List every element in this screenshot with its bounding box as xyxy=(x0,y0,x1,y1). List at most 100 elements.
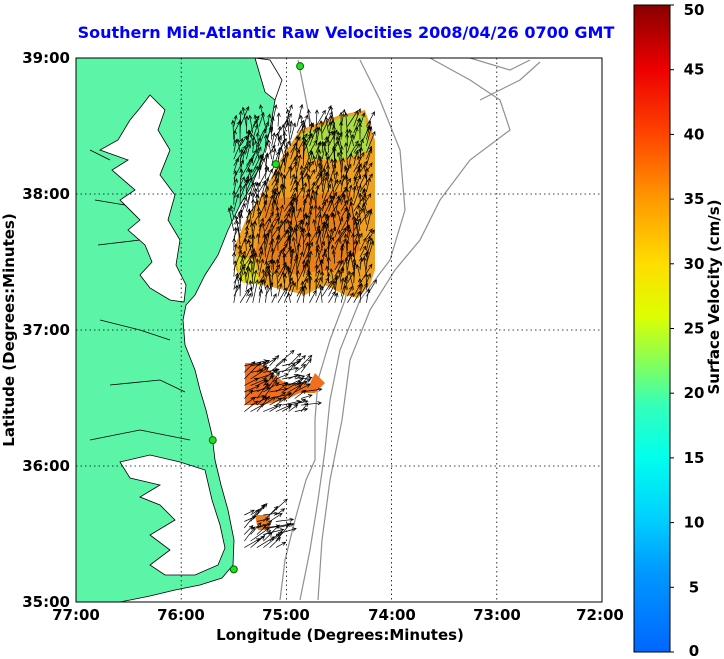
velocity-vector xyxy=(296,103,304,127)
velocity-vector xyxy=(250,535,266,548)
velocity-vector xyxy=(244,178,249,199)
velocity-vector xyxy=(246,129,251,147)
velocity-vector xyxy=(287,292,292,303)
velocity-vector xyxy=(339,111,344,134)
radar-sites xyxy=(208,62,305,574)
velocity-vector xyxy=(286,229,291,251)
velocity-vector xyxy=(305,172,310,186)
velocity-vector xyxy=(286,108,291,127)
velocity-vector xyxy=(353,176,361,199)
radar-site-marker xyxy=(229,565,238,574)
velocity-vector xyxy=(312,155,317,166)
velocity-vector xyxy=(258,258,265,277)
velocity-vector xyxy=(299,225,304,238)
velocity-vector xyxy=(286,235,291,258)
velocity-vector xyxy=(253,114,260,134)
velocity-vector xyxy=(316,247,323,271)
velocity-vector xyxy=(282,360,301,367)
velocity-vector xyxy=(233,114,238,127)
velocity-vector xyxy=(233,243,238,258)
velocity-vector xyxy=(241,106,247,127)
velocity-vector xyxy=(281,124,286,140)
velocity-vector xyxy=(288,269,293,284)
velocity-vector xyxy=(256,536,276,548)
velocity-vector xyxy=(269,498,288,516)
velocity-vector xyxy=(302,212,308,225)
velocity-vector xyxy=(347,140,359,160)
velocity-vector xyxy=(246,267,252,290)
velocity-vector xyxy=(290,281,297,297)
velocity-vector xyxy=(286,265,291,290)
velocity-vector xyxy=(340,157,345,179)
velocity-vector xyxy=(279,183,285,199)
velocity-vector xyxy=(293,156,298,179)
velocity-vector xyxy=(303,138,310,160)
velocity-vector xyxy=(353,108,361,127)
velocity-vector xyxy=(359,245,367,258)
velocity-vector xyxy=(256,503,268,516)
x-tick-label: 73:00 xyxy=(473,606,521,624)
velocity-vector xyxy=(269,354,280,367)
velocity-vector xyxy=(344,256,349,277)
velocity-vector xyxy=(276,112,281,127)
colorbar-tick-label: 20 xyxy=(684,384,705,402)
velocity-vector xyxy=(366,111,376,127)
velocity-vector xyxy=(247,239,254,258)
velocity-vector xyxy=(321,223,329,245)
velocity-vector xyxy=(277,136,285,160)
velocity-vector xyxy=(252,220,257,238)
velocity-vector xyxy=(282,392,292,399)
velocity-vector xyxy=(330,244,336,258)
velocity-vector xyxy=(366,145,373,160)
velocity-vector xyxy=(248,279,254,297)
velocity-vector xyxy=(340,277,345,290)
velocity-vector xyxy=(246,292,252,303)
velocity-vector xyxy=(250,368,264,373)
velocity-vector xyxy=(311,189,317,205)
colorbar-gradient xyxy=(633,4,671,653)
velocity-vector xyxy=(335,135,342,153)
velocity-vector xyxy=(348,128,355,147)
velocity-vector xyxy=(269,512,283,522)
y-axis: 35:00 36:00 37:00 38:00 39:00 Latitude (… xyxy=(0,49,70,611)
velocity-vector xyxy=(340,108,346,127)
velocity-vector xyxy=(277,219,284,238)
velocity-vector xyxy=(282,252,287,264)
velocity-vector xyxy=(277,137,287,153)
velocity-vector xyxy=(347,285,353,297)
velocity-vector xyxy=(265,228,272,251)
velocity-vector xyxy=(366,130,376,153)
velocity-vector xyxy=(309,169,315,179)
y-tick-label: 37:00 xyxy=(22,321,70,339)
velocity-vector xyxy=(233,178,238,192)
velocity-vector xyxy=(265,126,274,140)
velocity-vector xyxy=(354,210,361,232)
colorbar-tick-label: 10 xyxy=(684,514,705,532)
velocity-vector xyxy=(291,236,298,258)
velocity-vector xyxy=(366,279,377,297)
plot-frame xyxy=(75,57,603,603)
velocity-vector xyxy=(256,365,268,373)
velocity-vector xyxy=(275,527,297,535)
velocity-vector xyxy=(253,187,260,212)
velocity-vector xyxy=(323,212,329,232)
velocity-vector xyxy=(315,276,322,290)
colorbar-tick-label: 5 xyxy=(689,578,699,596)
velocity-vector xyxy=(296,207,302,219)
velocity-vector xyxy=(252,137,262,160)
velocity-vector xyxy=(315,269,321,284)
velocity-vector xyxy=(279,171,285,192)
velocity-vector xyxy=(294,375,306,380)
velocity-vector xyxy=(344,187,349,199)
y-tick-label: 36:00 xyxy=(22,457,70,475)
velocity-vector xyxy=(243,237,248,251)
velocity-vector xyxy=(334,292,339,303)
velocity-vector xyxy=(295,135,300,147)
velocity-vector xyxy=(322,141,329,166)
velocity-vector xyxy=(359,237,367,251)
velocity-vector xyxy=(233,193,240,212)
velocity-vector xyxy=(250,361,267,367)
velocity-vector xyxy=(263,532,273,542)
velocity-vector xyxy=(315,109,326,127)
